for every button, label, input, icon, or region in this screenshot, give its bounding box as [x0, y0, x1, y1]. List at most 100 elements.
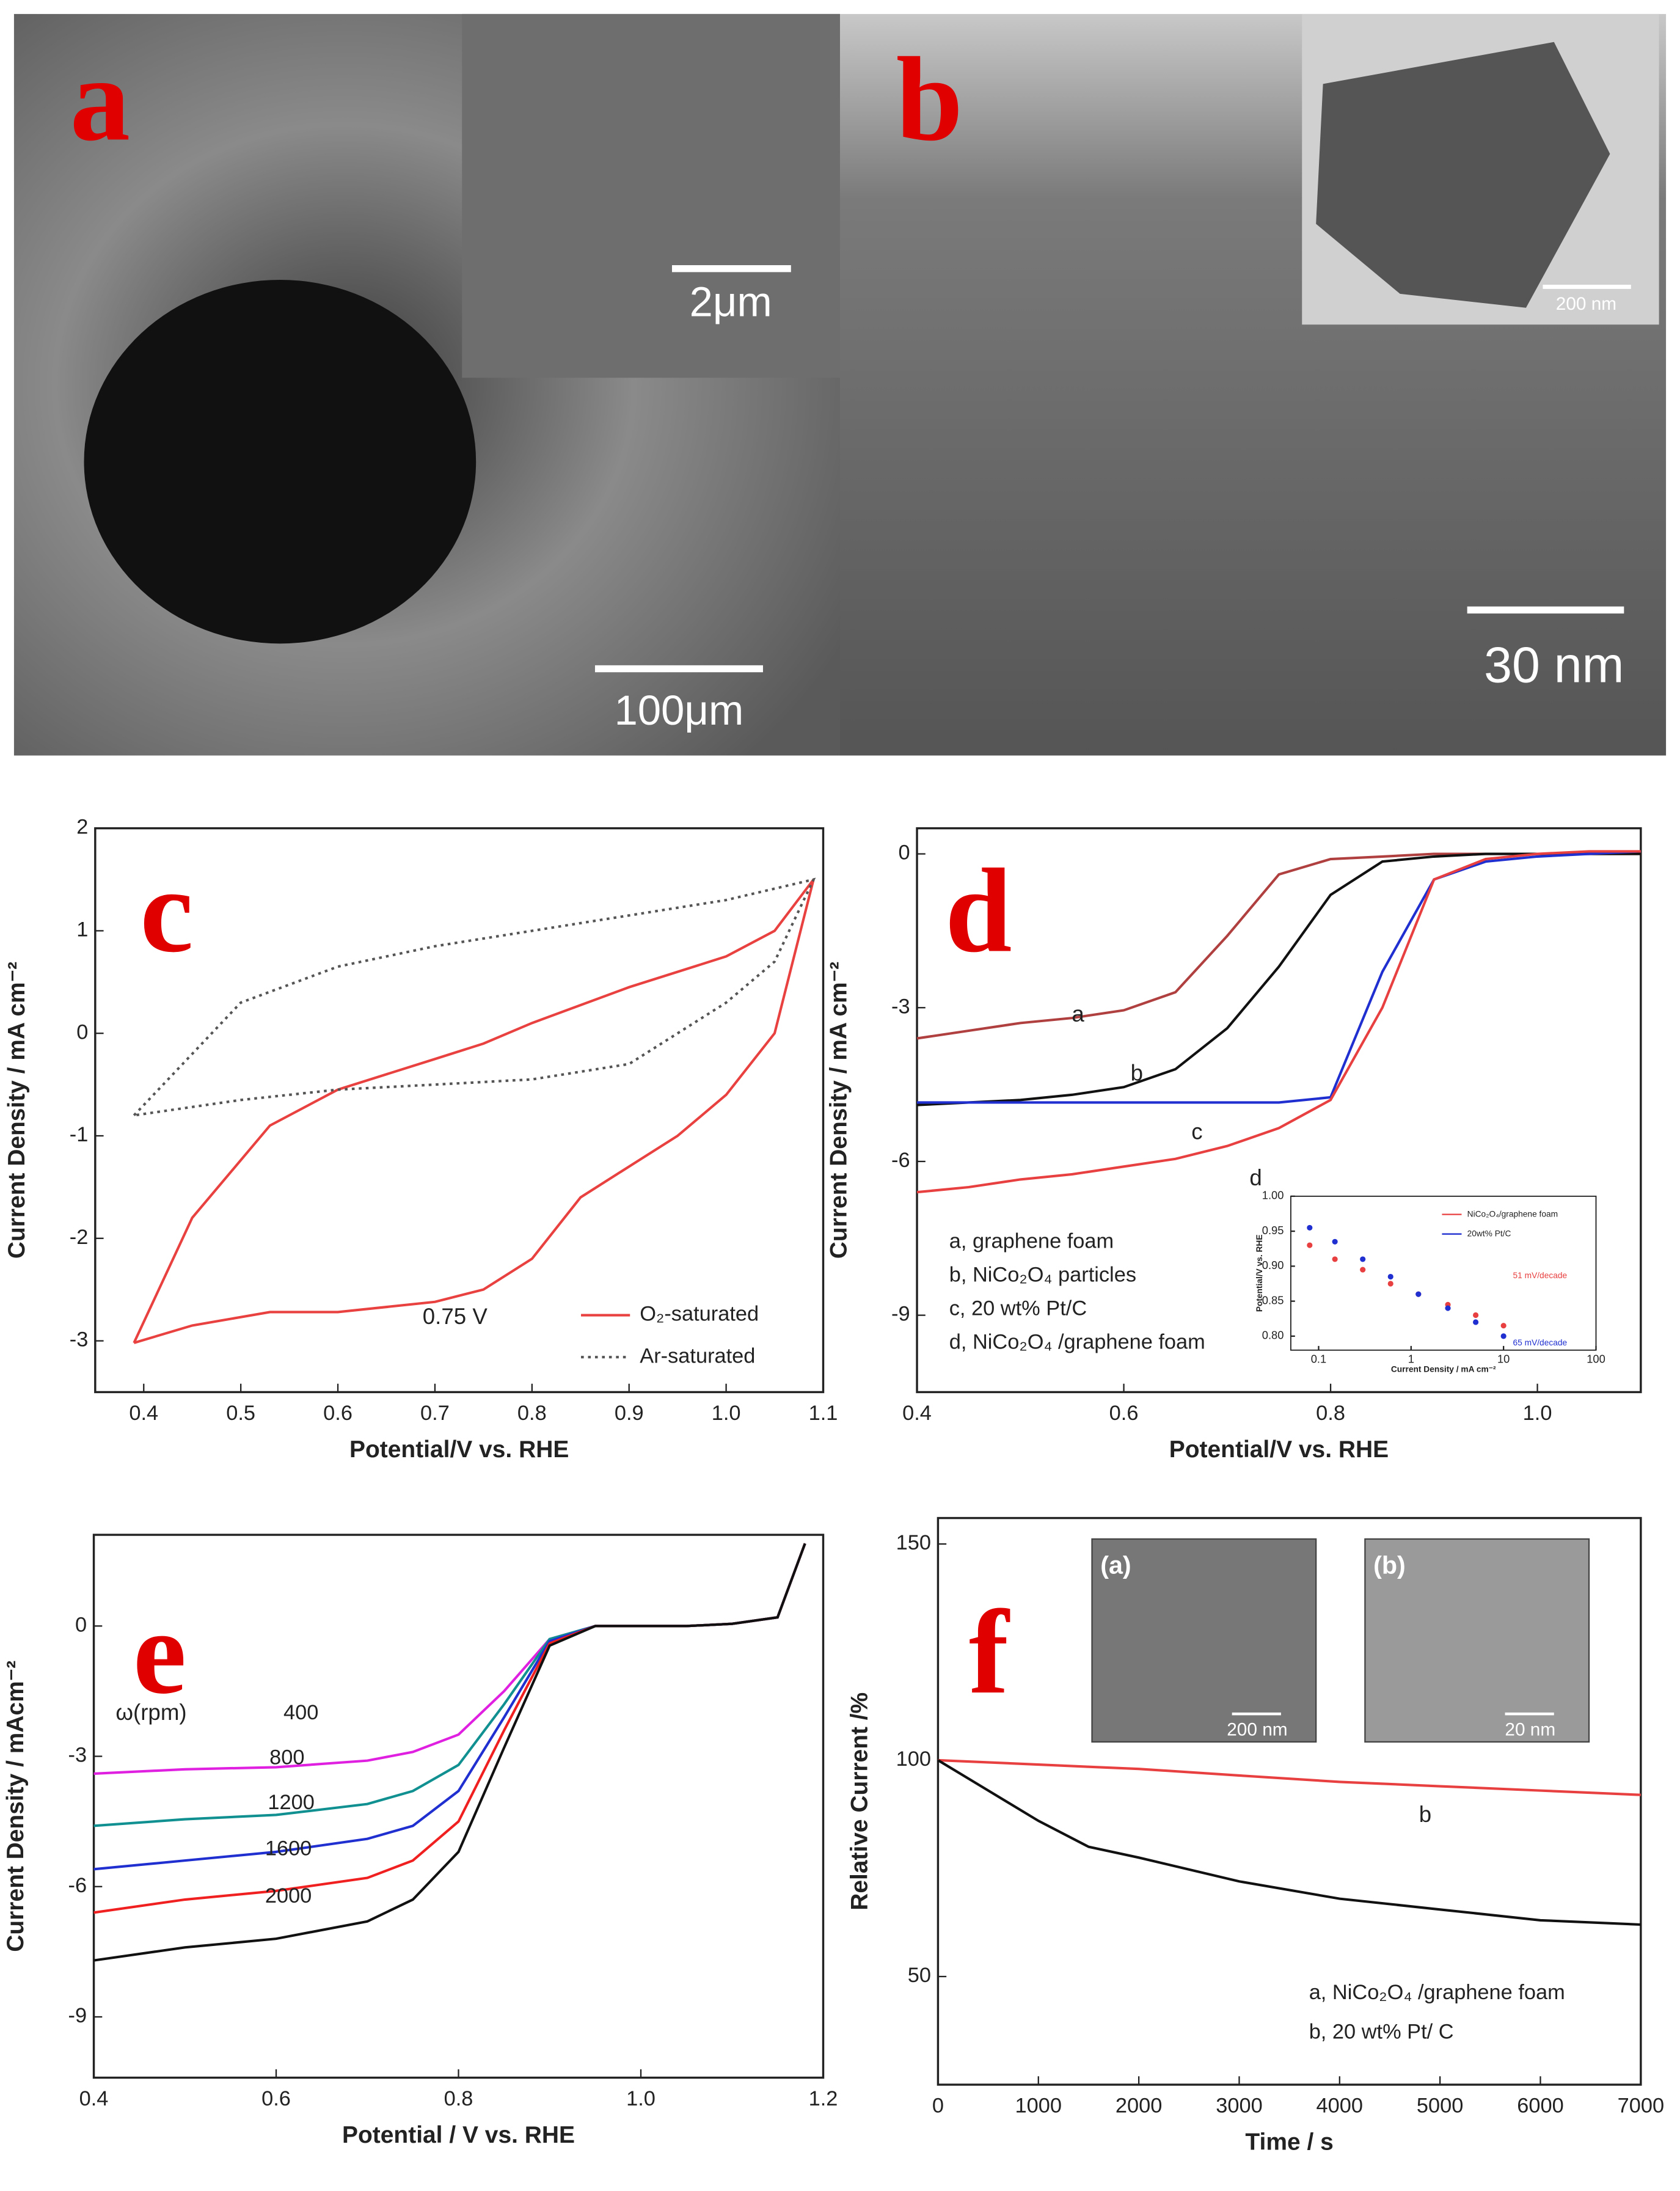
x-axis-title: Potential / V vs. RHE [342, 2122, 575, 2148]
y-axis-title: Current Density / mAcm⁻² [2, 1661, 29, 1952]
x-tick-label: 1.0 [1523, 1402, 1552, 1425]
annotation: 65 mV/decade [1513, 1338, 1568, 1347]
x-tick-label: 1.1 [809, 1402, 838, 1425]
series-line [93, 1543, 806, 1962]
y-tick-label: 1.00 [1262, 1189, 1284, 1202]
y-tick-label: -6 [891, 1149, 910, 1172]
x-tick-label: 0.8 [517, 1402, 547, 1425]
legend-label: Ar-saturated [640, 1344, 755, 1367]
y-tick-label: 0 [76, 1020, 88, 1044]
x-tick-label: 1.2 [809, 2087, 838, 2110]
series-label: 400 [283, 1701, 318, 1724]
y-tick-label: -9 [891, 1303, 910, 1326]
y-axis-title: Current Density / mA cm⁻² [4, 962, 30, 1259]
point [1473, 1319, 1479, 1325]
panel-letter: a [70, 32, 131, 166]
point [1387, 1281, 1393, 1287]
y-axis-title: Relative Current /% [847, 1692, 873, 1911]
annotation: d [1249, 1165, 1262, 1190]
scale-bar-label: 100μm [615, 687, 744, 734]
series-label: 2000 [265, 1884, 312, 1908]
x-tick-label: 0.8 [1316, 1402, 1345, 1425]
legend-label: c, 20 wt% Pt/C [949, 1297, 1087, 1320]
x-tick-label: 4000 [1317, 2094, 1363, 2118]
x-tick-label: 7000 [1618, 2094, 1664, 2118]
x-tick-label: 0.7 [420, 1402, 450, 1425]
point [1415, 1291, 1422, 1297]
annotation: 51 mV/decade [1513, 1271, 1568, 1280]
scale-bar-label: 30 nm [1484, 637, 1624, 693]
x-axis-title: Potential/V vs. RHE [1169, 1436, 1389, 1463]
series-line [916, 852, 1641, 1106]
x-tick-label: 0 [932, 2094, 944, 2118]
x-tick-label: 100 [1587, 1353, 1605, 1366]
pore [84, 279, 477, 644]
x-tick-label: 3000 [1216, 2094, 1262, 2118]
scale-bar-label: 200 nm [1556, 294, 1616, 314]
legend-label: NiCo₂O₄/graphene foam [1467, 1209, 1558, 1218]
y-tick-label: -3 [891, 995, 910, 1018]
y-tick-label: 0 [898, 841, 910, 865]
point [1387, 1273, 1393, 1280]
y-tick-label: -6 [68, 1874, 87, 1897]
x-tick-label: 1000 [1015, 2094, 1062, 2118]
point [1500, 1333, 1507, 1339]
y-tick-label: 1 [76, 918, 88, 942]
x-tick-label: 2000 [1116, 2094, 1162, 2118]
y-tick-label: 150 [896, 1531, 931, 1554]
y-tick-label: 50 [908, 1964, 931, 1987]
point [1473, 1312, 1479, 1319]
y-axis-title: Potential/V vs. RHE [1255, 1234, 1264, 1312]
y-tick-label: 0.95 [1262, 1224, 1284, 1237]
point [1445, 1305, 1451, 1311]
x-axis-title: Potential/V vs. RHE [349, 1436, 569, 1463]
x-tick-label: 1.0 [712, 1402, 741, 1425]
x-tick-label: 0.6 [323, 1402, 352, 1425]
legend-label: b, NiCo₂O₄ particles [949, 1263, 1136, 1286]
y-tick-label: -3 [70, 1328, 89, 1352]
series-label: 800 [269, 1746, 304, 1769]
annotation: 0.75 V [423, 1304, 488, 1329]
legend-label: a, NiCo₂O₄ /graphene foam [1309, 1981, 1565, 2004]
x-tick-label: 0.8 [444, 2087, 473, 2110]
legend-label: d, NiCo₂O₄ /graphene foam [949, 1330, 1205, 1353]
inset-image [1091, 1538, 1317, 1743]
point [1332, 1238, 1338, 1245]
x-tick-label: 1 [1408, 1353, 1414, 1366]
inset-label: (b) [1373, 1551, 1406, 1579]
x-tick-label: 0.5 [226, 1402, 255, 1425]
scale-bar-label: 200 nm [1227, 1719, 1287, 1739]
x-axis-title: Current Density / mA cm⁻² [1391, 1364, 1496, 1373]
point [1500, 1323, 1507, 1329]
x-tick-label: 6000 [1517, 2094, 1563, 2118]
panel-letter: d [945, 844, 1012, 978]
panel-letter: c [140, 844, 193, 978]
x-tick-label: 0.6 [1109, 1402, 1139, 1425]
annotation: ω(rpm) [115, 1700, 186, 1725]
series-label: 1600 [265, 1837, 312, 1860]
y-tick-label: 0.80 [1262, 1329, 1284, 1342]
annotation: c [1191, 1119, 1202, 1144]
point [1307, 1224, 1313, 1231]
legend-label: b, 20 wt% Pt/ C [1309, 2020, 1454, 2043]
series-line [937, 1759, 1641, 1926]
legend-label: O₂-saturated [640, 1303, 759, 1326]
series-line [133, 879, 815, 1344]
y-tick-label: 0 [75, 1613, 87, 1636]
y-tick-label: -3 [68, 1744, 87, 1767]
point [1360, 1267, 1366, 1273]
y-tick-label: 100 [896, 1747, 931, 1771]
x-tick-label: 0.4 [79, 2087, 109, 2110]
x-tick-label: 0.6 [261, 2087, 291, 2110]
point [1307, 1242, 1313, 1248]
inset-image [1364, 1538, 1590, 1743]
series-line [133, 877, 816, 1117]
plot-frame [92, 1534, 825, 2079]
y-tick-label: 2 [76, 816, 88, 839]
annotation: b [1419, 1802, 1431, 1827]
annotation: a [1072, 1001, 1084, 1026]
panel-letter: e [133, 1585, 186, 1719]
point [1360, 1256, 1366, 1262]
